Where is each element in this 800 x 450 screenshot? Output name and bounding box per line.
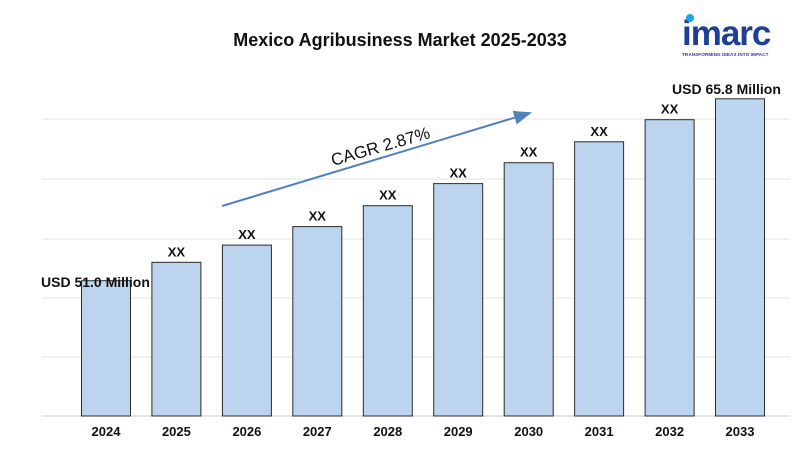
x-tick-2028: 2028 <box>373 424 402 439</box>
x-tick-2025: 2025 <box>162 424 191 439</box>
bar-2027 <box>292 226 343 417</box>
bar-2031 <box>574 141 625 417</box>
x-tick-2030: 2030 <box>514 424 543 439</box>
logo-tagline: TRANSFORMING IDEAS INTO IMPACT <box>682 52 769 57</box>
bar-2028 <box>362 205 413 417</box>
bars <box>81 98 765 417</box>
x-tick-2031: 2031 <box>585 424 614 439</box>
x-tick-2033: 2033 <box>726 424 755 439</box>
chart-title: Mexico Agribusiness Market 2025-2033 <box>233 30 567 50</box>
bar-2024 <box>81 280 131 417</box>
x-tick-2029: 2029 <box>444 424 473 439</box>
bar-2030 <box>503 162 554 417</box>
data-label-2032: XX <box>661 102 679 117</box>
bar-2032 <box>644 119 695 417</box>
bar-2029 <box>433 183 484 417</box>
x-tick-2026: 2026 <box>232 424 261 439</box>
imarc-logo: imarc TRANSFORMING IDEAS INTO IMPACT <box>678 12 792 62</box>
data-label-2031: XX <box>590 124 608 139</box>
logo-wordmark: imarc <box>682 14 771 53</box>
data-label-2027: XX <box>309 209 327 224</box>
data-label-2029: XX <box>450 166 468 181</box>
data-label-2030: XX <box>520 145 538 160</box>
cagr-arrow <box>221 110 532 207</box>
bar-2033 <box>715 98 765 417</box>
data-label-2028: XX <box>379 188 397 203</box>
data-label-2025: XX <box>168 244 186 259</box>
bar-2025 <box>151 261 202 417</box>
x-axis-ticks: 2024 2025 2026 2027 2028 2029 2030 2031 2032 2033 <box>92 424 755 439</box>
x-tick-2027: 2027 <box>303 424 332 439</box>
start-value-annotation: USD 51.0 Million <box>41 274 150 290</box>
bar-2026 <box>221 244 272 417</box>
data-labels: XX XX XX XX XX XX XX XX <box>168 102 679 260</box>
x-tick-2024: 2024 <box>92 424 122 439</box>
end-value-annotation: USD 65.8 Million <box>672 81 781 97</box>
x-tick-2032: 2032 <box>655 424 684 439</box>
data-label-2026: XX <box>238 227 256 242</box>
logo-dot-icon <box>686 14 694 22</box>
